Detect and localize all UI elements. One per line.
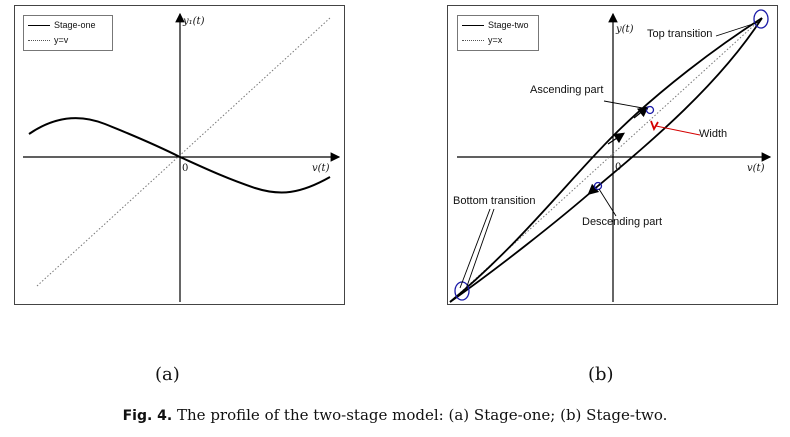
stage-one-curve [28,117,331,194]
leader-bottom-transition-2 [465,208,495,290]
annotation-ascending-part: Ascending part [530,84,604,96]
y-axis-label: y(t) [616,24,634,35]
origin-label: 0 [615,162,622,173]
descending-part-marker [593,181,603,191]
top-transition-marker [753,9,769,29]
legend-label-stage-two: Stage-two [488,20,529,30]
leader-width [655,125,701,136]
leader-bottom-transition-1 [459,208,491,289]
legend-b: Stage-two y=x [457,15,539,51]
legend-item-stage-two: Stage-two [462,20,529,31]
annotation-descending-part: Descending part [582,216,663,228]
origin-label: 0 [182,163,189,174]
caption-prefix: Fig. 4. [122,408,173,424]
figure-caption: Fig. 4. The profile of the two-stage mod… [0,406,790,424]
y-axis-label: y₁(t) [183,16,205,27]
panel-b-plot [449,9,772,303]
legend-a: Stage-one y=v [23,15,113,51]
panel-a-plot [23,12,341,302]
subfigure-label-b: (b) [588,364,614,385]
legend-swatch-solid [28,25,50,27]
legend-item-y-equals-x: y=x [462,35,502,46]
caption-text: The profile of the two-stage model: (a) … [172,406,668,424]
direction-arrow-up-2 [633,106,649,119]
leader-ascending-part [603,100,649,110]
leader-top-transition [715,21,760,37]
legend-swatch-solid [462,25,484,27]
ascending-part-marker [645,105,655,115]
reference-line-y-equals-v [36,17,331,287]
annotation-width: Width [699,128,728,140]
legend-item-stage-one: Stage-one [28,20,96,31]
legend-label-stage-one: Stage-one [54,20,96,30]
panel-b-stage-two: Stage-two y=x y(t) v(t) 0 Top transition… [447,5,778,305]
direction-arrow-down [587,183,601,195]
annotation-bottom-transition: Bottom transition [453,195,536,207]
x-axis-label: v(t) [747,163,765,174]
width-marker [650,120,659,132]
annotation-top-transition: Top transition [647,28,713,40]
subfigure-label-a: (a) [155,364,180,385]
legend-item-y-equals-v: y=v [28,35,68,46]
legend-label-y-equals-x: y=x [488,35,503,45]
leader-descending-part [598,188,617,217]
x-axis-label: v(t) [312,163,330,174]
legend-label-y-equals-v: y=v [54,35,69,45]
direction-arrow-up [607,132,625,145]
legend-swatch-dotted [462,40,484,42]
panel-a-stage-one: Stage-one y=v y₁(t) v(t) 0 [14,5,345,305]
legend-swatch-dotted [28,40,50,42]
ascending-branch [449,17,763,303]
